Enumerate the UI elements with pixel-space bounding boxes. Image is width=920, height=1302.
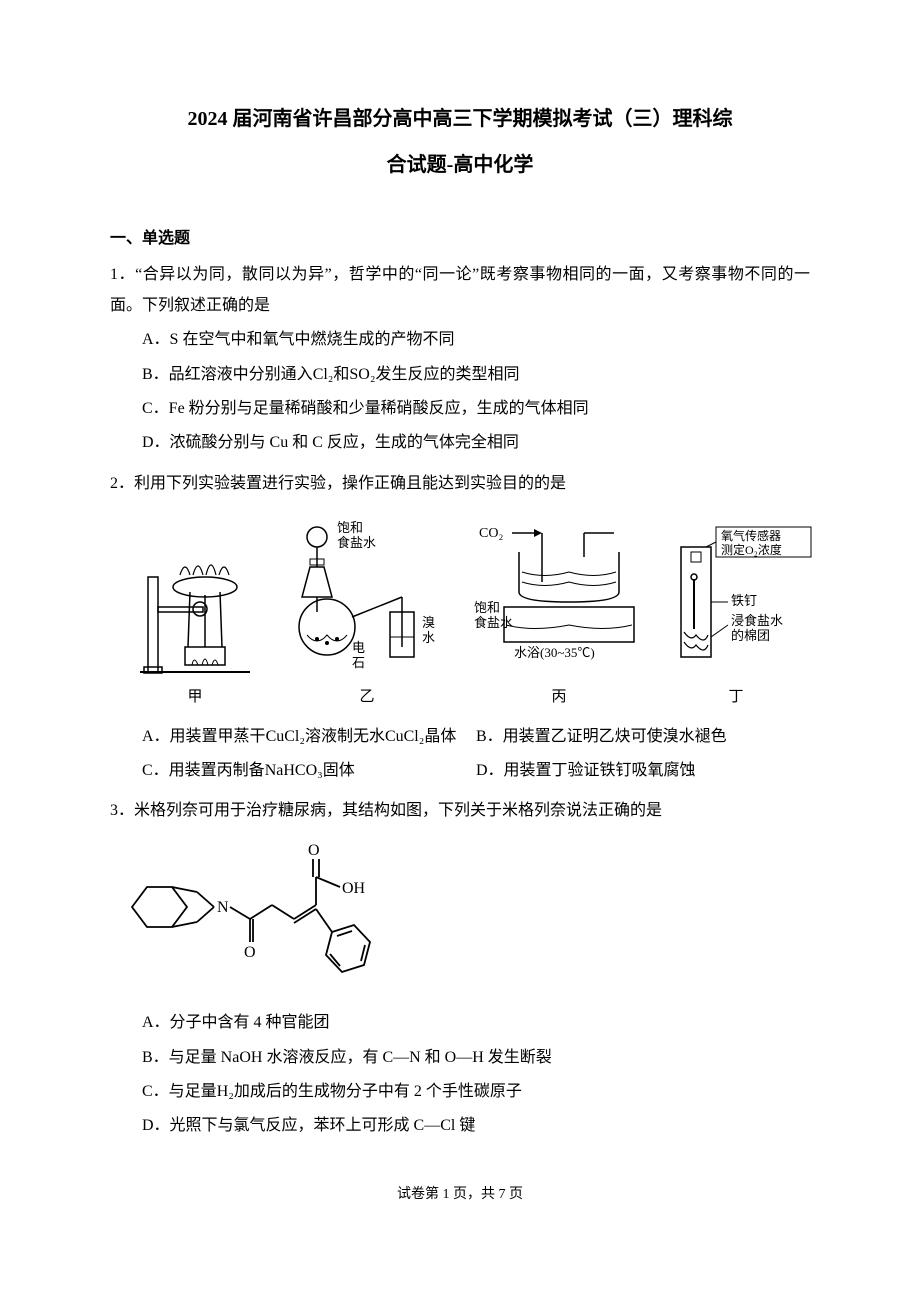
q2-options-cd: C．用装置丙制备NaHCO₃固体 D．用装置丁验证铁钉吸氧腐蚀 — [110, 756, 810, 786]
q1-b-mid: 和 — [333, 366, 349, 383]
svg-text:测定O₂浓度: 测定O₂浓度 — [721, 542, 782, 557]
molecule-figure: N O O OH — [122, 837, 810, 998]
label-yi: 乙 — [359, 683, 374, 712]
q2-option-c: C．用装置丙制备NaHCO₃固体 — [142, 756, 476, 786]
svg-text:石: 石 — [352, 655, 365, 670]
svg-text:水浴(30~35℃): 水浴(30~35℃) — [514, 645, 595, 660]
q3-option-c: C．与足量H₂加成后的生成物分子中有 2 个手性碳原子 — [110, 1077, 810, 1107]
q1-b-pre: B．品红溶液中分别通入 — [142, 366, 313, 383]
q2-c-pre: C．用装置丙制备 — [142, 762, 265, 779]
q1-option-d: D．浓硫酸分别与 Cu 和 C 反应，生成的气体完全相同 — [110, 428, 810, 458]
label-ding: 丁 — [728, 683, 743, 712]
q3-option-d: D．光照下与氯气反应，苯环上可形成 C—Cl 键 — [110, 1111, 810, 1141]
apparatus-jia: 甲 — [130, 537, 260, 712]
apparatus-bing: CO₂ 饱和 食盐水 水浴(30~35℃) 丙 — [474, 517, 644, 712]
apparatus-yi: 饱和 食盐水 电 石 溴 水 乙 — [272, 517, 462, 712]
svg-text:O: O — [308, 842, 320, 859]
apparatus-ding-svg: 氧气传感器 测定O₂浓度 铁钉 浸食盐水 的棉团 — [656, 517, 816, 677]
q3-c-pre: C．与足量 — [142, 1083, 217, 1100]
molecule-svg: N O O OH — [122, 837, 402, 987]
chem-cl2: Cl₂ — [313, 366, 334, 383]
svg-text:电: 电 — [352, 640, 365, 655]
page-subtitle: 合试题-高中化学 — [110, 146, 810, 184]
q2-option-b: B．用装置乙证明乙炔可使溴水褪色 — [476, 722, 810, 752]
question-1-text: 1．“合异以为同，散同以为异”，哲学中的“同一论”既考察事物相同的一面，又考察事… — [110, 260, 810, 321]
q1-b-post: 发生反应的类型相同 — [375, 366, 519, 383]
apparatus-figure: 甲 饱和 食盐水 — [110, 517, 810, 712]
label-jia: 甲 — [187, 683, 202, 712]
q2-a-pre: A．用装置甲蒸干 — [142, 728, 266, 745]
q2-a-mid: 溶液制无水 — [305, 728, 385, 745]
svg-text:溴: 溴 — [422, 615, 435, 630]
chem-nahco3: NaHCO₃ — [265, 762, 323, 779]
svg-text:饱和: 饱和 — [337, 520, 363, 535]
page-footer: 试卷第 1 页，共 7 页 — [110, 1182, 810, 1209]
apparatus-ding: 氧气传感器 测定O₂浓度 铁钉 浸食盐水 的棉团 丁 — [656, 517, 816, 712]
q2-options-ab: A．用装置甲蒸干CuCl₂溶液制无水CuCl₂晶体 B．用装置乙证明乙炔可使溴水… — [110, 722, 810, 752]
label-bing: 丙 — [551, 683, 566, 712]
question-3-text: 3．米格列奈可用于治疗糖尿病，其结构如图，下列关于米格列奈说法正确的是 — [110, 796, 810, 826]
question-1: 1．“合异以为同，散同以为异”，哲学中的“同一论”既考察事物相同的一面，又考察事… — [110, 260, 810, 458]
q1-option-a: A．S 在空气中和氧气中燃烧生成的产物不同 — [110, 325, 810, 355]
q2-c-post: 固体 — [323, 762, 355, 779]
chem-cucl2-2: CuCl₂ — [385, 728, 424, 745]
svg-text:O: O — [244, 944, 256, 961]
svg-text:浸食盐水: 浸食盐水 — [731, 613, 783, 628]
q3-option-b: B．与足量 NaOH 水溶液反应，有 C—N 和 O—H 发生断裂 — [110, 1043, 810, 1073]
question-2-text: 2．利用下列实验装置进行实验，操作正确且能达到实验目的的是 — [110, 469, 810, 499]
q1-option-c: C．Fe 粉分别与足量稀硝酸和少量稀硝酸反应，生成的气体相同 — [110, 394, 810, 424]
svg-text:N: N — [217, 899, 229, 916]
svg-text:食盐水: 食盐水 — [474, 615, 513, 630]
q1-option-b: B．品红溶液中分别通入Cl₂和SO₂发生反应的类型相同 — [110, 360, 810, 390]
svg-text:铁钉: 铁钉 — [731, 593, 757, 608]
page-title: 2024 届河南省许昌部分高中高三下学期模拟考试（三）理科综 — [110, 100, 810, 138]
svg-text:OH: OH — [342, 880, 366, 897]
chem-so2: SO₂ — [349, 366, 375, 383]
apparatus-jia-svg — [130, 537, 260, 677]
q3-option-a: A．分子中含有 4 种官能团 — [110, 1008, 810, 1038]
apparatus-bing-svg: CO₂ 饱和 食盐水 水浴(30~35℃) — [474, 517, 644, 677]
q2-option-d: D．用装置丁验证铁钉吸氧腐蚀 — [476, 756, 810, 786]
svg-text:食盐水: 食盐水 — [337, 535, 376, 550]
chem-h2: H₂ — [217, 1083, 234, 1100]
svg-text:氧气传感器: 氧气传感器 — [721, 528, 781, 543]
svg-text:的棉团: 的棉团 — [731, 628, 770, 643]
q2-a-post: 晶体 — [424, 728, 456, 745]
section-header: 一、单选题 — [110, 224, 810, 254]
apparatus-yi-svg: 饱和 食盐水 电 石 溴 水 — [272, 517, 462, 677]
svg-text:水: 水 — [422, 630, 435, 645]
chem-cucl2: CuCl₂ — [266, 728, 305, 745]
question-3: 3．米格列奈可用于治疗糖尿病，其结构如图，下列关于米格列奈说法正确的是 N O — [110, 796, 810, 1141]
question-2: 2．利用下列实验装置进行实验，操作正确且能达到实验目的的是 — [110, 469, 810, 787]
q2-option-a: A．用装置甲蒸干CuCl₂溶液制无水CuCl₂晶体 — [142, 722, 476, 752]
svg-text:饱和: 饱和 — [474, 600, 500, 615]
q3-c-post: 加成后的生成物分子中有 2 个手性碳原子 — [234, 1083, 522, 1100]
svg-text:CO₂: CO₂ — [479, 526, 503, 541]
